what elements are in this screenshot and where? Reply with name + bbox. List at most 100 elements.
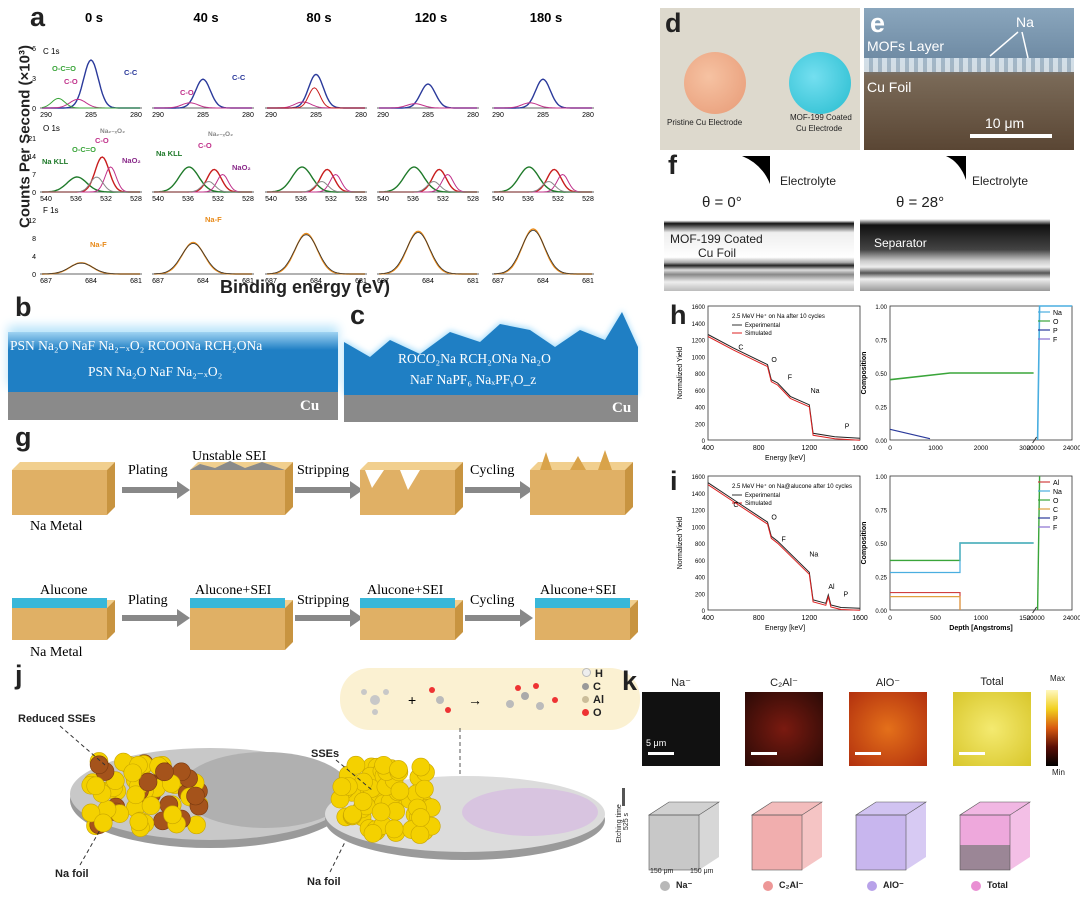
comp-ytick: 0.00 — [875, 609, 887, 615]
alucone-coat — [12, 598, 107, 608]
c-c-peak — [494, 78, 592, 109]
cube-legend: AlO⁻ — [883, 880, 904, 890]
x-tick-label: 290 — [265, 112, 277, 119]
x-tick-label: 532 — [100, 196, 112, 203]
plated-block-2 — [190, 608, 285, 650]
map-scale-label: 5 μm — [646, 738, 667, 748]
x-tick-label: 290 — [152, 112, 164, 119]
time-header: 40 s — [193, 10, 218, 25]
rbs-ytick: 1000 — [692, 355, 706, 361]
sse-ball — [141, 796, 161, 815]
rbs-xtick: 800 — [753, 445, 765, 452]
sse-ball — [86, 776, 105, 796]
comp-ytick: 0.75 — [875, 509, 887, 515]
cycling-label-2: Cycling — [470, 593, 514, 608]
cube-front — [856, 815, 906, 870]
reduced-sse-ball — [138, 772, 158, 792]
na-metal-block-2 — [12, 608, 107, 640]
y-tick-label: 8 — [32, 236, 36, 243]
cube-edge — [959, 814, 1011, 871]
mof-label-2: Cu Electrode — [796, 124, 843, 133]
rbs-peak-label: Na — [811, 388, 820, 395]
rbs-svg: 400 800 1200 1600 0 200 400 600 800 1000 1200 1400 1… — [677, 305, 1080, 462]
comp-frame — [889, 305, 1073, 441]
x-tick-label: 687 — [152, 278, 164, 285]
cube-legend: Na⁻ — [676, 880, 693, 890]
sse-ball — [93, 813, 113, 833]
e-scale-label: 10 μm — [985, 115, 1025, 131]
k-sub-marker — [622, 788, 625, 806]
reduced-sse-ball — [186, 786, 205, 806]
sei-composition-line2: PSN Na₂O NaF Na₂₋ₓO₂ — [88, 364, 223, 379]
comp-legend-label: F — [1053, 337, 1057, 344]
comp-p-line — [889, 428, 931, 440]
panel-letter-k: k — [622, 666, 638, 696]
rbs-ytick: 1600 — [692, 475, 706, 481]
comp-xlabel: Depth [Angstroms] — [949, 625, 1012, 632]
na2o2-peak — [267, 181, 365, 193]
panel-letter-d: d — [665, 8, 682, 38]
cube-legend-swatch — [971, 881, 981, 891]
comp-na-line — [890, 542, 1034, 574]
unstable-sei-coat — [190, 461, 285, 470]
comp-o-line — [890, 542, 1034, 562]
map-scale-bar — [751, 752, 777, 755]
rbs-peak-label: P — [844, 592, 849, 599]
cube-dim-2: 150 μm — [690, 868, 714, 875]
comp-al-line — [890, 591, 961, 610]
c-o-peak — [154, 102, 252, 109]
peak-label-co-o1s: C-O — [198, 141, 212, 150]
rbs-experimental — [707, 334, 861, 439]
electrolyte-drop-left — [742, 156, 770, 184]
sei-c-line1: ROCO₂Na RCH₂ONa Na₂O — [398, 351, 551, 366]
na-metal-block-side — [107, 462, 115, 515]
time-header: 120 s — [415, 10, 448, 25]
mof-label-1: MOF-199 Coated — [790, 113, 852, 122]
y-tick-label: 12 — [28, 218, 36, 225]
cycling-arrow-2-head — [520, 609, 533, 627]
cycled-block — [530, 470, 625, 515]
x-tick-label: 681 — [467, 278, 479, 285]
alucone-label: Alucone — [40, 583, 87, 598]
na-foil-label-1: Na foil — [55, 868, 89, 880]
depth-cube-svg — [647, 801, 721, 871]
map-scale-bar — [959, 752, 985, 755]
comp-legend-label: Na — [1053, 310, 1062, 317]
pristine-cu-disc — [684, 52, 746, 114]
x-tick-label: 681 — [355, 278, 367, 285]
na2o2-peak — [494, 181, 592, 193]
na-f-peak — [42, 262, 140, 275]
comp-o-rise — [1036, 475, 1041, 611]
rbs-note: 2.5 MeV He⁺ on Na after 10 cycles — [732, 313, 825, 320]
sse-ball — [411, 757, 431, 777]
comp-legend-label: C — [1053, 507, 1058, 514]
plated-block — [190, 470, 285, 515]
x-tick-label: 681 — [242, 278, 254, 285]
cube-front — [752, 815, 802, 870]
svg-text:+: + — [408, 692, 416, 708]
map-scale-bar — [648, 752, 674, 755]
panel-j-svg — [70, 748, 605, 860]
cu-label-c: Cu — [612, 400, 632, 416]
na-metal-label-1: Na Metal — [30, 519, 83, 534]
comp-xtick: 20000 — [1027, 615, 1045, 622]
rbs-ylabel: Normalized Yield — [677, 347, 684, 400]
cycled-block-2-side — [630, 600, 638, 640]
comp-xtick: 3000 — [1019, 445, 1034, 452]
cu-foil-label: Cu Foil — [867, 79, 912, 95]
y-tick-label: 14 — [28, 154, 36, 161]
cycling-arrow-head — [520, 481, 533, 499]
sse-ball — [343, 805, 362, 824]
f-fit-peak — [266, 234, 365, 275]
na-kll-peak — [42, 176, 140, 193]
x-tick-label: 687 — [265, 278, 277, 285]
row-label-f1s: F 1s — [43, 206, 59, 215]
y-tick-label: 0 — [32, 190, 36, 197]
colorbar-max: Max — [1050, 674, 1066, 683]
time-header: 0 s — [85, 10, 103, 25]
contact-angle-image-left — [664, 216, 854, 291]
colorbar-min: Min — [1052, 768, 1065, 777]
panel-e-sem — [864, 8, 1074, 150]
sse-ball — [126, 785, 146, 805]
cycling-arrow — [465, 487, 520, 493]
